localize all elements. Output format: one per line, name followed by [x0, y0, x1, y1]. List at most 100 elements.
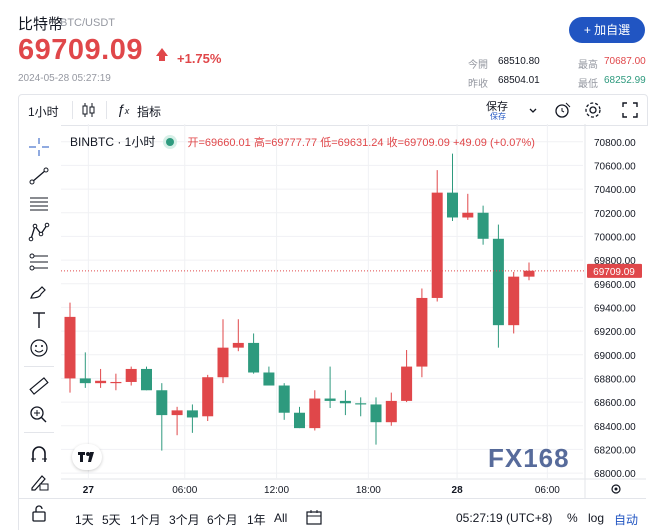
percent-toggle[interactable]: %	[567, 511, 578, 525]
emoji-icon[interactable]	[28, 338, 50, 358]
trend-line-icon[interactable]	[28, 166, 50, 186]
candle-body	[462, 212, 474, 218]
range-1d[interactable]: 1天	[75, 513, 94, 527]
range-all[interactable]: All	[274, 511, 288, 525]
range-1y[interactable]: 1年	[247, 513, 266, 527]
price-change: +1.75%	[177, 51, 222, 66]
range-icon[interactable]	[28, 252, 50, 272]
alert-clock-icon[interactable]	[554, 101, 572, 119]
tradingview-logo[interactable]	[72, 444, 102, 470]
up-arrow-stem	[159, 55, 165, 61]
candle-body	[95, 380, 107, 384]
add-watchlist-button[interactable]: + 加自選	[569, 17, 645, 43]
candle-body	[64, 316, 76, 379]
range-6m[interactable]: 6个月	[207, 513, 238, 527]
candle-body	[447, 192, 458, 218]
timestamp: 2024-05-28 05:27:19	[18, 73, 111, 84]
log-toggle[interactable]: log	[588, 511, 605, 525]
chart-legend: BINBTC · 1小时 开=69660.01 高=69777.77 低=696…	[70, 133, 535, 150]
candle-type-icon[interactable]	[81, 102, 97, 118]
bottom-bar: 1天 5天 1个月 3个月 6个月 1年 All 05:27:19 (UTC+8…	[61, 505, 646, 530]
horizontal-lines-icon[interactable]	[28, 194, 50, 214]
text-tool-icon[interactable]	[28, 310, 50, 330]
y-tick-label: 69600.00	[594, 280, 636, 291]
y-tick-label: 68200.00	[594, 445, 636, 456]
legend-high: 高=69777.77	[253, 137, 318, 149]
y-tick-label: 68400.00	[594, 422, 636, 433]
zoom-in-icon[interactable]	[28, 404, 50, 424]
ruler-icon[interactable]	[28, 376, 50, 396]
save-sub-label: 保存	[490, 112, 506, 121]
x-tick-label: 18:00	[356, 485, 381, 496]
crosshair-icon[interactable]	[28, 137, 50, 157]
y-tick-label: 69400.00	[594, 303, 636, 314]
magnet-icon[interactable]	[28, 444, 50, 464]
status-dot	[166, 138, 175, 146]
candle-body	[232, 342, 244, 348]
fullscreen-icon[interactable]	[621, 101, 639, 119]
chevron-down-icon[interactable]	[527, 104, 539, 116]
y-tick-label: 69200.00	[594, 327, 636, 338]
last-price-tag	[587, 263, 642, 278]
bottom-divider	[18, 498, 646, 499]
candle-body	[339, 400, 351, 404]
tool-divider	[24, 432, 54, 433]
legend-low: 低=69631.24	[320, 137, 384, 149]
gear-icon[interactable]	[584, 101, 602, 119]
candle-body	[278, 385, 290, 413]
candle-body	[156, 390, 168, 416]
y-tick-label: 70000.00	[594, 232, 636, 243]
open-label: 今開	[468, 60, 488, 71]
prev-value: 68504.01	[498, 75, 540, 86]
stat-low: 最低	[578, 75, 598, 90]
axis-settings-icon[interactable]	[611, 484, 621, 494]
candle-body	[401, 366, 413, 401]
current-price: 69709.09	[18, 34, 143, 66]
x-tick-label: 28	[452, 485, 464, 496]
indicators-button[interactable]: 指标	[137, 105, 162, 119]
last-price-label: 69709.09	[593, 267, 635, 278]
x-tick-label: 06:00	[535, 485, 560, 496]
clock-readout[interactable]: 05:27:19 (UTC+8)	[456, 511, 553, 525]
calendar-icon[interactable]	[306, 509, 322, 525]
price-chart[interactable]: 70800.00 70600.00 70400.00 70200.00 70000.00…	[61, 124, 646, 498]
candle-body	[355, 403, 367, 405]
candle-body	[492, 238, 504, 326]
candle-body	[263, 372, 275, 386]
candle-body	[171, 410, 183, 416]
x-tick-label: 06:00	[172, 485, 197, 496]
legend-change: +49.09 (+0.07%)	[452, 137, 535, 149]
y-tick-label: 70800.00	[594, 138, 636, 149]
legend-close: 收=69709.09	[386, 137, 450, 149]
lock-pen-icon[interactable]	[28, 472, 50, 492]
range-3m[interactable]: 3个月	[169, 513, 200, 527]
tool-divider	[24, 366, 54, 367]
candle-body	[202, 377, 214, 417]
high-value: 70687.00	[604, 56, 646, 67]
legend-symbol: BINBTC · 1小时	[70, 135, 156, 149]
lock-icon[interactable]	[28, 503, 50, 523]
candle-body	[248, 342, 260, 373]
stat-prev: 昨收	[468, 75, 488, 90]
fx-icon[interactable]: ƒx	[117, 101, 130, 117]
save-label[interactable]: 保存	[486, 101, 508, 113]
candle-body	[385, 400, 397, 423]
candlestick-chart-svg[interactable]: 70800.00 70600.00 70400.00 70200.00 70000.00…	[61, 124, 646, 498]
legend-open: 开=69660.01	[187, 137, 251, 149]
stat-high: 最高	[578, 56, 598, 71]
auto-toggle[interactable]: 自动	[614, 513, 639, 527]
pattern-icon[interactable]	[28, 222, 50, 242]
chart-toolbar: 1小时 ƒx 指标 保存 保存	[18, 94, 648, 126]
prev-label: 昨收	[468, 79, 488, 90]
range-5d[interactable]: 5天	[102, 513, 121, 527]
x-tick-label: 12:00	[264, 485, 289, 496]
interval-selector[interactable]: 1小时	[28, 105, 59, 119]
range-1m[interactable]: 1个月	[130, 513, 161, 527]
pair-label: BTC/USDT	[60, 17, 115, 29]
toolbar-divider	[72, 101, 73, 119]
stat-open: 今開	[468, 56, 488, 71]
brush-icon[interactable]	[28, 281, 50, 301]
y-tick-label: 70600.00	[594, 161, 636, 172]
fx168-watermark: FX168	[488, 443, 570, 473]
low-value: 68252.99	[604, 75, 646, 86]
